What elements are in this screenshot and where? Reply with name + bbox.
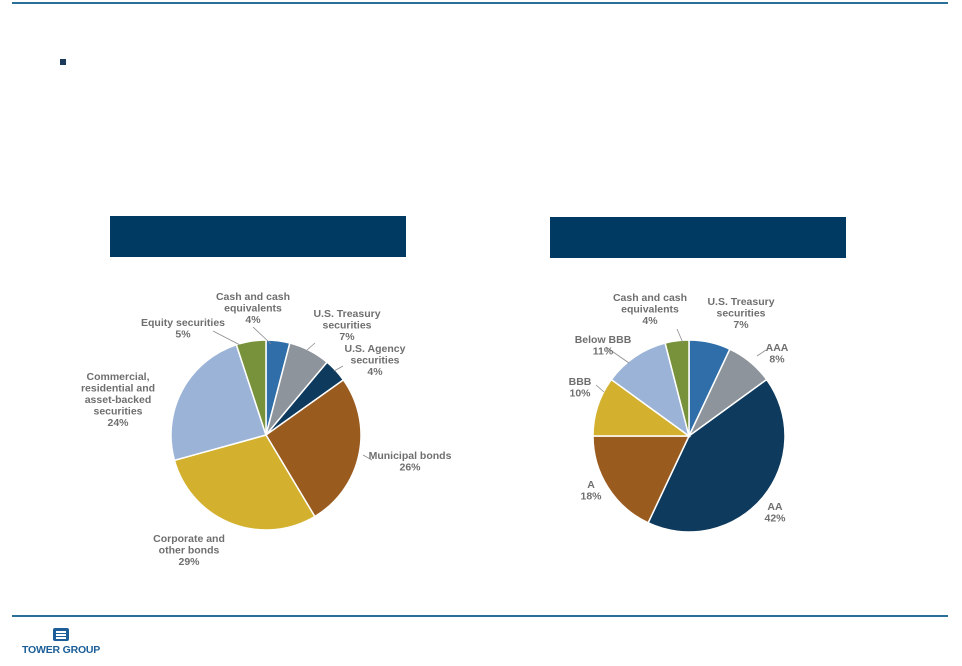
leader-line <box>676 328 684 344</box>
right-chart-header <box>550 217 846 258</box>
data-label-cash-and-cash-equivalents: Cash and cash equivalents 4% <box>613 292 687 327</box>
slice-equity-securities <box>235 339 267 436</box>
slice-corporate-and-other-bonds <box>173 434 316 531</box>
data-label-u-s-treasury-securities: U.S. Treasury securities 7% <box>707 296 774 331</box>
brand-name: TOWER GROUP <box>22 644 101 656</box>
tower-group-logo: TOWER GROUP <box>22 626 100 658</box>
slice-below-bbb <box>610 342 691 438</box>
leader-line <box>756 349 767 357</box>
slice-municipal-bonds <box>265 378 362 518</box>
left-chart-header <box>110 216 406 257</box>
slice-a <box>592 435 691 524</box>
bullet-marker <box>60 59 66 65</box>
wave-icon <box>53 628 69 641</box>
slice-cash-and-cash-equivalents <box>664 339 690 437</box>
leader-line <box>252 326 272 345</box>
data-label-below-bbb: Below BBB 11% <box>575 334 632 358</box>
data-label-corporate-and-other-bonds: Corporate and other bonds 29% <box>153 533 225 568</box>
data-label-equity-securities: Equity securities 5% <box>141 317 225 341</box>
top-rule <box>12 2 948 4</box>
data-label-aaa: AAA 8% <box>766 342 789 366</box>
leader-line <box>605 346 630 364</box>
leader-line <box>306 342 316 351</box>
data-label-bbb: BBB 10% <box>569 376 592 400</box>
leader-line <box>333 365 344 372</box>
leader-line <box>595 384 605 393</box>
data-label-u-s-agency-securities: U.S. Agency securities 4% <box>345 343 406 378</box>
bottom-rule <box>12 615 948 617</box>
data-label-u-s-treasury-securities: U.S. Treasury securities 7% <box>313 308 380 343</box>
slice-commercial-residential-and-asset-backed-securities <box>170 343 267 462</box>
slice-aa <box>647 378 786 533</box>
data-label-commercial-residential-and-asset-backed-securities: Commercial, residential and asset-backed se… <box>81 371 155 429</box>
leader-line <box>212 330 241 346</box>
data-label-municipal-bonds: Municipal bonds 26% <box>369 450 452 474</box>
leader-line <box>362 454 373 461</box>
data-label-cash-and-cash-equivalents: Cash and cash equivalents 4% <box>216 291 290 326</box>
data-label-aa: AA 42% <box>764 501 786 525</box>
data-label-a: A 18% <box>580 479 602 503</box>
